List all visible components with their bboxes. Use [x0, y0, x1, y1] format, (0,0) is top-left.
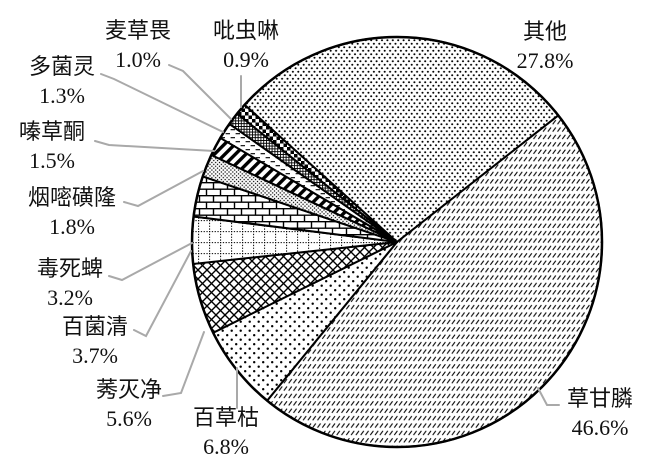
pie-slices: [190, 35, 604, 449]
leader-line-carbendazim: [100, 73, 224, 133]
leader-line-glyphosate: [537, 387, 560, 406]
pie-outline: [190, 35, 604, 449]
leader-line-nicosulfuron: [123, 170, 204, 208]
leader-line-chlorpyrifos: [108, 242, 193, 282]
leader-line-ametryn: [162, 331, 205, 397]
leader-lines: [94, 64, 560, 409]
leader-line-dicamba: [168, 64, 232, 120]
leader-line-chlorothalonil: [133, 250, 192, 338]
leader-line-metribuzin: [94, 140, 215, 152]
